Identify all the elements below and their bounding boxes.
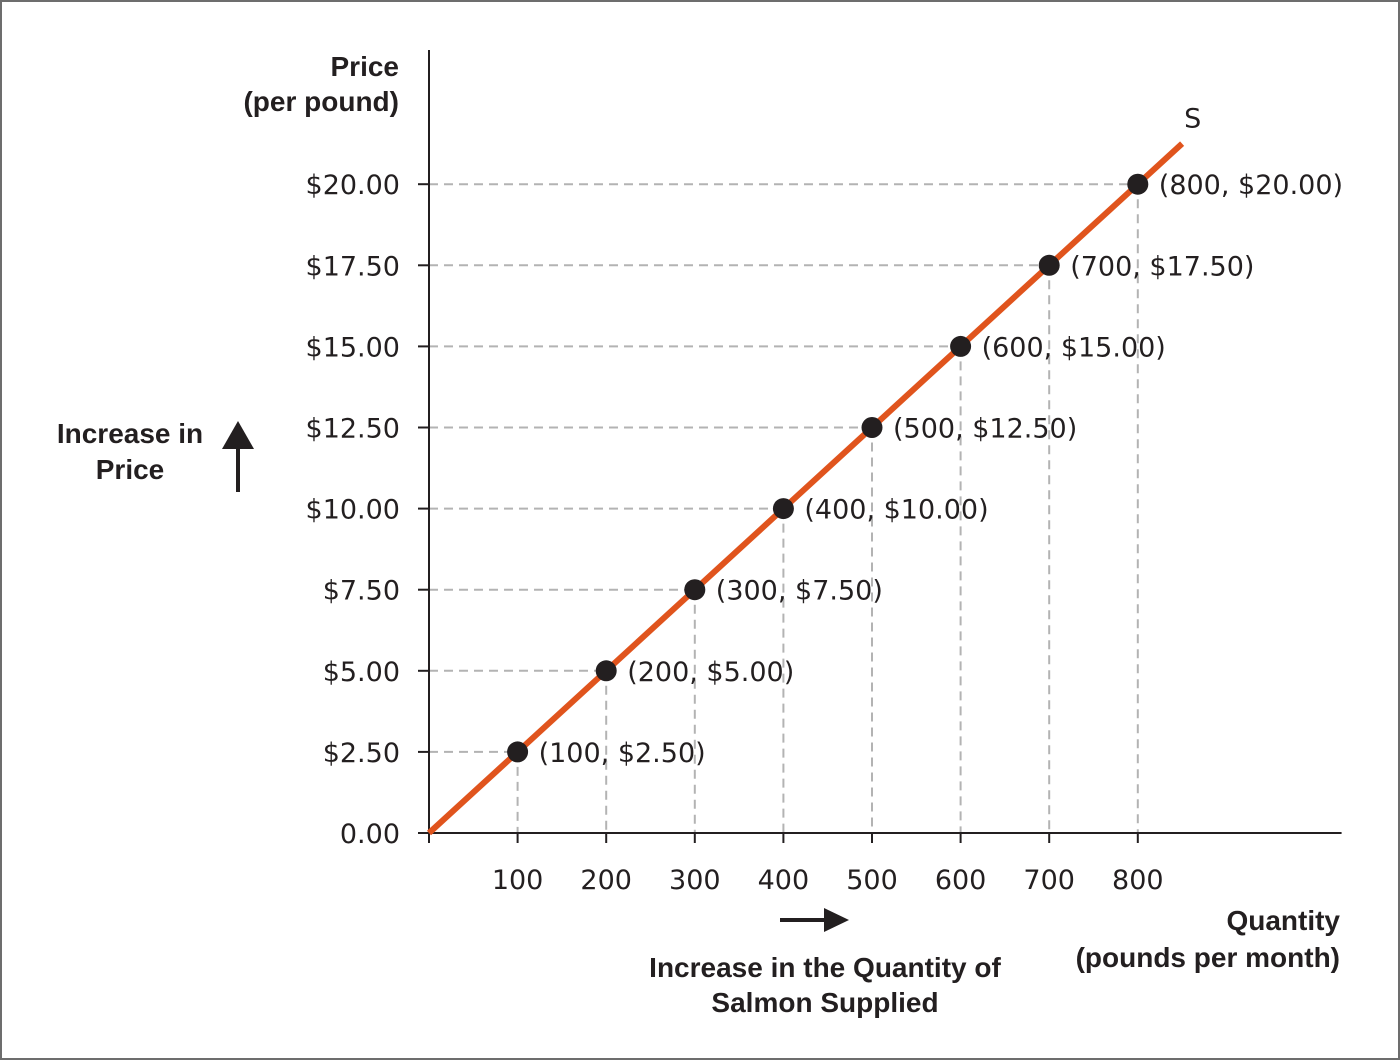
y-tick-label: $20.00 — [306, 170, 400, 201]
supply-line — [426, 141, 1185, 836]
x-tick-label: 600 — [935, 865, 987, 896]
x-annotation-label: Salmon Supplied — [711, 987, 938, 1018]
data-point — [684, 579, 706, 601]
y-tick-label: $15.00 — [306, 332, 400, 363]
data-point-label: (400, $10.00) — [804, 495, 988, 526]
x-tick-label: 100 — [492, 865, 544, 896]
x-tick-label: 800 — [1112, 865, 1164, 896]
data-point — [950, 335, 972, 357]
data-point-label: (700, $17.50) — [1070, 251, 1254, 282]
data-point-label: (100, $2.50) — [539, 738, 706, 769]
data-point — [595, 660, 617, 682]
x-annotation-label: Increase in the Quantity of — [649, 952, 1001, 983]
data-point-label: (600, $15.00) — [982, 332, 1166, 363]
data-point — [1127, 173, 1149, 195]
data-point-label: (800, $20.00) — [1159, 170, 1343, 201]
data-point-label: (200, $5.00) — [627, 657, 794, 688]
y-annotation-label: Increase in — [57, 418, 203, 449]
x-tick-label: 200 — [580, 865, 632, 896]
x-axis-title: Quantity — [1226, 905, 1340, 936]
data-point — [772, 498, 794, 520]
data-point — [507, 741, 529, 763]
y-tick-label: $10.00 — [306, 495, 400, 526]
guide-lines — [429, 183, 1139, 833]
supply-curve: S — [426, 104, 1201, 836]
y-axis-title: Price — [331, 51, 400, 82]
data-points: (100, $2.50) (200, $5.00) (300, $7.50) (400… — [507, 170, 1343, 769]
tick-labels: 0.00 $2.50 $5.00 $7.50 $10.00 $12.50 $15.00 $17… — [306, 170, 1164, 896]
y-tick-label: $2.50 — [323, 738, 400, 769]
x-tick-label: 400 — [758, 865, 810, 896]
y-annotation-label: Price — [96, 454, 165, 485]
axes — [418, 50, 1342, 843]
annotations: Increase in Price Increase in the Quantity… — [57, 418, 1002, 1018]
up-arrow-head-icon — [222, 421, 254, 449]
y-tick-label: 0.00 — [340, 819, 400, 850]
y-tick-label: $12.50 — [306, 414, 400, 445]
data-point — [1038, 254, 1060, 276]
x-axis-title: (pounds per month) — [1076, 942, 1340, 973]
y-tick-label: $17.50 — [306, 251, 400, 282]
x-tick-label: 300 — [669, 865, 721, 896]
y-axis-title: (per pound) — [243, 86, 399, 117]
data-point-label: (500, $12.50) — [893, 414, 1077, 445]
x-tick-label: 700 — [1023, 865, 1075, 896]
y-tick-label: $7.50 — [323, 576, 400, 607]
series-label: S — [1184, 104, 1201, 135]
data-point — [861, 417, 883, 438]
axis-titles: Price (per pound) Quantity (pounds per mont… — [243, 51, 1340, 973]
data-point-label: (300, $7.50) — [716, 576, 883, 607]
y-tick-label: $5.00 — [323, 657, 400, 688]
right-arrow-head-icon — [824, 908, 849, 932]
x-tick-label: 500 — [846, 865, 898, 896]
